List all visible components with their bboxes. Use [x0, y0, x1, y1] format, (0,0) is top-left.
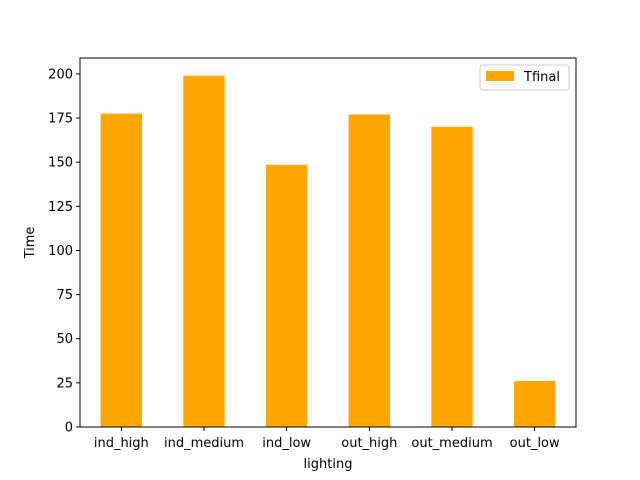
legend-swatch [486, 71, 514, 81]
bars-layer [100, 75, 556, 428]
x-tick-label-ind-low: ind_low [262, 436, 311, 451]
y-tick-label-0: 0 [65, 421, 73, 436]
y-tick-label-75: 75 [56, 288, 73, 303]
bar-ind-high [100, 113, 142, 428]
x-tick-label-out-low: out_low [510, 436, 560, 451]
legend-label: Tfinal [523, 70, 560, 85]
plot-frame [79, 57, 577, 428]
bar-ind-medium [183, 75, 225, 427]
axes-layer: 0 25 50 75 100 125 150 175 200 ind_high ind_medium… [48, 57, 577, 451]
y-tick-label-200: 200 [48, 67, 73, 82]
bar-out-medium [431, 126, 473, 428]
y-tick-label-50: 50 [56, 332, 73, 347]
legend: Tfinal [479, 64, 570, 91]
x-tick-label-out-medium: out_medium [411, 436, 492, 451]
x-tick-label-ind-medium: ind_medium [164, 436, 244, 451]
y-tick-label-125: 125 [48, 200, 73, 215]
y-axis-label: Time [23, 227, 38, 260]
x-tick-label-ind-high: ind_high [94, 436, 149, 451]
bar-out-high [348, 114, 390, 427]
labels-layer: lighting Time [23, 227, 352, 472]
y-tick-label-150: 150 [48, 156, 73, 171]
y-tick-label-175: 175 [48, 112, 73, 127]
bar-out-low [514, 381, 556, 427]
y-tick-label-25: 25 [56, 376, 73, 391]
x-axis-label: lighting [304, 457, 353, 472]
x-tick-label-out-high: out_high [341, 436, 397, 451]
y-tick-label-100: 100 [48, 244, 73, 259]
bar-ind-low [266, 164, 308, 427]
